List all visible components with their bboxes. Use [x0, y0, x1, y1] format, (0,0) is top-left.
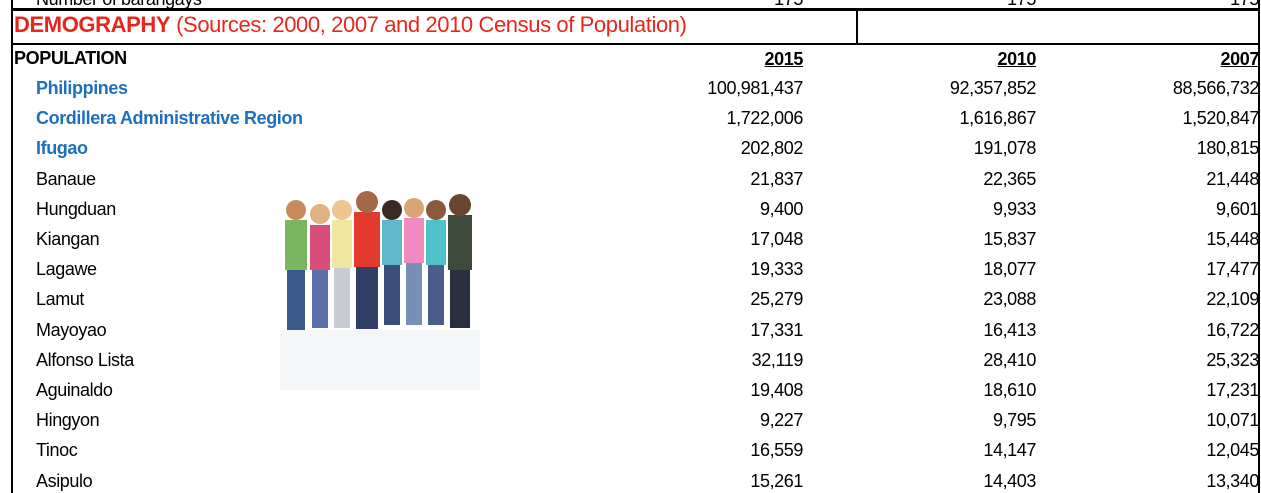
section-title: DEMOGRAPHY — [14, 12, 170, 37]
row-label: Asipulo — [36, 470, 92, 492]
cell-value: 16,413 — [983, 319, 1036, 341]
cell-value: 17,477 — [1206, 258, 1259, 280]
cell-value: 25,279 — [750, 288, 803, 310]
row-label: Mayoyao — [36, 319, 106, 341]
row-label: Kiangan — [36, 228, 99, 250]
cell-value: 9,933 — [993, 198, 1036, 220]
column-header: 2007 — [1221, 48, 1259, 70]
section-sources: (Sources: 2000, 2007 and 2010 Census of … — [176, 12, 686, 37]
row-label: Hingyon — [36, 409, 99, 431]
cell-value: 1,722,006 — [727, 107, 803, 129]
cell-value: 32,119 — [752, 349, 803, 371]
cell-value: 12,045 — [1206, 439, 1259, 461]
cell-value: 88,566,732 — [1173, 77, 1259, 99]
cell-value: 1,616,867 — [960, 107, 1036, 129]
row-label: Aguinaldo — [36, 379, 112, 401]
people-reflection — [280, 330, 480, 390]
row-label: Alfonso Lista — [36, 349, 134, 371]
cell-value: 14,403 — [983, 470, 1036, 492]
row-label: Lagawe — [36, 258, 97, 280]
section-box-right — [856, 8, 858, 44]
cell-value: 19,408 — [750, 379, 803, 401]
row-label: Philippines — [36, 77, 128, 99]
cell-value: 17,048 — [750, 228, 803, 250]
page: (() => { const data = JSON.parse(documen… — [0, 0, 1261, 493]
cell-value: 14,147 — [983, 439, 1036, 461]
cell-value: 180,815 — [1197, 137, 1259, 159]
cell-value: 13,340 — [1206, 470, 1259, 492]
cell-value: 15,261 — [750, 470, 803, 492]
cell-value: 100,981,437 — [707, 77, 803, 99]
row-label: Cordillera Administrative Region — [36, 107, 303, 129]
cell-value: 10,071 — [1206, 409, 1259, 431]
cell-value: 22,109 — [1206, 288, 1259, 310]
section-bottom-border — [11, 43, 1260, 45]
column-header: 2010 — [998, 48, 1036, 70]
cell-value: 28,410 — [983, 349, 1036, 371]
cell-value: 25,323 — [1206, 349, 1259, 371]
people-figures — [285, 191, 472, 330]
cell-value: 202,802 — [741, 137, 803, 159]
cell-value: 16,722 — [1206, 319, 1259, 341]
row-label: Hungduan — [36, 198, 116, 220]
cell-value: 17,231 — [1206, 379, 1259, 401]
cell-value: 15,448 — [1206, 228, 1259, 250]
cell-value: 21,448 — [1206, 168, 1259, 190]
cell-value: 175 — [774, 0, 803, 10]
cell-value: 1,520,847 — [1183, 107, 1259, 129]
row-label: Ifugao — [36, 137, 88, 159]
column-header: 2015 — [765, 48, 803, 70]
left-border — [11, 0, 13, 493]
cell-value: 92,357,852 — [950, 77, 1036, 99]
cell-value: 175 — [1007, 0, 1036, 10]
column-header: POPULATION — [14, 47, 127, 69]
row-label: Banaue — [36, 168, 96, 190]
row-label: Lamut — [36, 288, 84, 310]
cell-value: 9,601 — [1216, 198, 1259, 220]
row-label: Number of barangays — [36, 0, 202, 10]
cell-value: 17,331 — [750, 319, 803, 341]
cell-value: 175 — [1230, 0, 1259, 10]
cell-value: 21,837 — [750, 168, 803, 190]
cell-value: 22,365 — [983, 168, 1036, 190]
cell-value: 9,400 — [760, 198, 803, 220]
cell-value: 18,077 — [983, 258, 1036, 280]
cell-value: 15,837 — [983, 228, 1036, 250]
cell-value: 19,333 — [750, 258, 803, 280]
cell-value: 191,078 — [974, 137, 1036, 159]
row-label: Tinoc — [36, 439, 77, 461]
cell-value: 9,795 — [993, 409, 1036, 431]
cell-value: 9,227 — [760, 409, 803, 431]
section-header: DEMOGRAPHY(Sources: 2000, 2007 and 2010 … — [14, 12, 687, 38]
people-illustration — [280, 190, 480, 400]
cell-value: 16,559 — [750, 439, 803, 461]
cell-value: 18,610 — [983, 379, 1036, 401]
cell-value: 23,088 — [983, 288, 1036, 310]
